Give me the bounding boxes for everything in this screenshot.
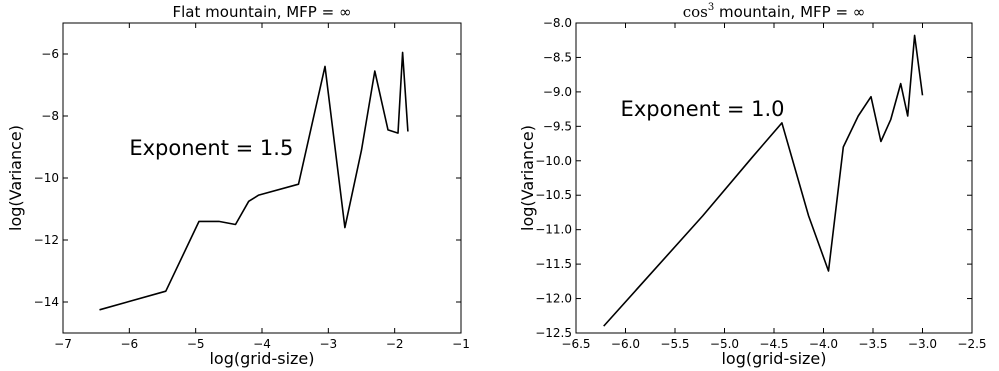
y-tick-label: −8.0 xyxy=(543,16,572,30)
x-tick-label: −4.5 xyxy=(759,337,788,351)
y-tick-label: −8.5 xyxy=(543,50,572,64)
y-axis-label: log(Variance) xyxy=(6,125,25,231)
x-tick-label: −4 xyxy=(253,337,271,351)
exponent-annotation: Exponent = 1.5 xyxy=(129,136,293,160)
chart-title: Flat mountain, MFP = ∞ xyxy=(173,3,352,21)
flat-mountain-chart: Flat mountain, MFP = ∞ log(grid-size) lo… xyxy=(6,3,470,368)
y-tick-label: −6 xyxy=(41,47,59,61)
x-tick-label: −5.5 xyxy=(660,337,689,351)
x-tick-label: −6.5 xyxy=(561,337,590,351)
chart-title-superscript: 3 xyxy=(708,2,714,13)
x-tick-label: −2 xyxy=(386,337,404,351)
x-tick-label: −7 xyxy=(54,337,72,351)
chart-title-suffix: mountain, MFP = ∞ xyxy=(714,3,865,21)
chart-title: cos3 mountain, MFP = ∞ xyxy=(683,2,866,21)
exponent-annotation: Exponent = 1.0 xyxy=(621,97,785,121)
y-tick-label: −11.5 xyxy=(535,257,572,271)
plot-frame xyxy=(575,22,973,334)
y-tick-label: −12.5 xyxy=(535,326,572,340)
x-tick-label: −6.0 xyxy=(611,337,640,351)
y-tick-label: −12.0 xyxy=(535,292,572,306)
y-tick-label: −10 xyxy=(34,171,59,185)
y-tick-label: −14 xyxy=(34,295,59,309)
axis-ticks: −7 −6 −5 −4 −3 −2 −1 −14 −12 −10 −8 −6 xyxy=(34,23,470,351)
x-axis-label: log(grid-size) xyxy=(721,349,826,368)
series-line xyxy=(603,34,924,327)
y-tick-label: −12 xyxy=(34,233,59,247)
cos3-mountain-chart: cos3 mountain, MFP = ∞ log(grid-size) lo… xyxy=(518,2,987,368)
x-tick-label: −5.0 xyxy=(710,337,739,351)
axis-ticks: −6.5 −6.0 −5.5 −5.0 −4.5 −4.0 −3.5 −3.0 −2.5 −12.… xyxy=(535,16,986,351)
x-tick-label: −3 xyxy=(319,337,337,351)
x-tick-label: −3.5 xyxy=(858,337,887,351)
y-tick-label: −8 xyxy=(41,109,59,123)
x-tick-label: −4.0 xyxy=(809,337,838,351)
y-tick-label: −10.0 xyxy=(535,154,572,168)
y-tick-label: −9.5 xyxy=(543,119,572,133)
x-tick-label: −5 xyxy=(187,337,205,351)
x-tick-label: −2.5 xyxy=(957,337,986,351)
y-tick-label: −11.0 xyxy=(535,223,572,237)
x-tick-label: −1 xyxy=(452,337,470,351)
x-tick-label: −3.0 xyxy=(908,337,937,351)
y-axis-label: log(Variance) xyxy=(518,125,537,231)
chart-title-prefix: cos xyxy=(683,3,708,21)
x-tick-label: −6 xyxy=(120,337,138,351)
x-axis-label: log(grid-size) xyxy=(209,349,314,368)
y-tick-label: −10.5 xyxy=(535,188,572,202)
y-tick-label: −9.0 xyxy=(543,85,572,99)
series-line xyxy=(99,51,409,311)
